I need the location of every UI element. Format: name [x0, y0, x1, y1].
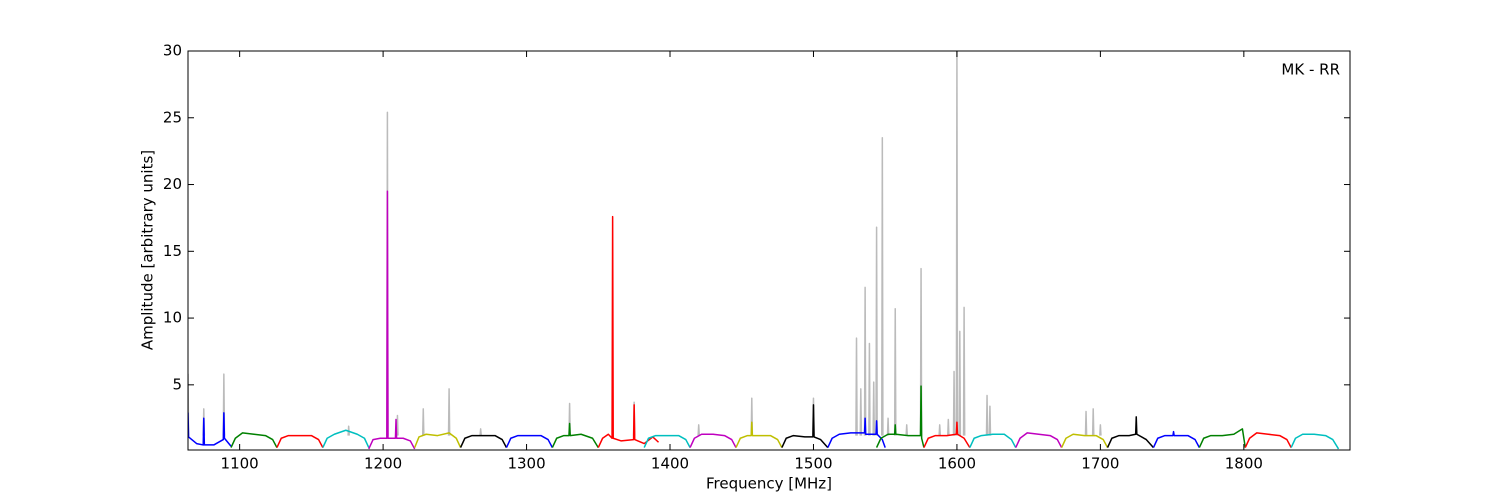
x-tick-label: 1100 — [221, 455, 259, 473]
x-tick-label: 1700 — [1081, 455, 1119, 473]
series-line — [413, 432, 462, 448]
series-line — [551, 422, 599, 448]
series-line — [1290, 433, 1340, 450]
series-line — [689, 433, 737, 448]
series-line — [230, 432, 278, 448]
y-axis-label: Amplitude [arbitrary units] — [139, 150, 157, 350]
series-line — [969, 433, 1017, 448]
series-line — [643, 434, 691, 448]
series-line — [447, 388, 451, 436]
y-tick-label: 20 — [163, 175, 182, 193]
series-line — [923, 421, 971, 448]
series-line — [886, 417, 890, 436]
series-line — [1198, 428, 1247, 448]
series-line — [597, 215, 660, 448]
series-line — [905, 424, 909, 436]
series-line — [827, 417, 886, 448]
x-tick-label: 1600 — [938, 455, 976, 473]
series-line — [955, 51, 959, 436]
y-tick-label: 15 — [163, 242, 182, 260]
y-tick-label: 30 — [163, 42, 182, 60]
series-line — [505, 434, 554, 448]
series-line — [893, 307, 897, 436]
series-line — [875, 226, 878, 436]
series-line — [735, 421, 783, 448]
series-line — [1091, 408, 1095, 436]
series-line — [781, 404, 829, 449]
series-line — [188, 412, 232, 447]
series-line — [479, 428, 482, 436]
series-line — [938, 424, 942, 436]
series-line — [459, 434, 508, 448]
series-line — [919, 267, 923, 436]
series-line — [868, 342, 871, 436]
plot-lines — [188, 51, 1340, 450]
series-line — [988, 405, 992, 436]
series-line — [875, 385, 925, 448]
series-line — [863, 286, 867, 436]
x-tick-label: 1200 — [364, 455, 402, 473]
x-tick-label: 1500 — [794, 455, 832, 473]
x-tick-label: 1400 — [651, 455, 689, 473]
series-line — [396, 414, 399, 436]
plot-frame — [187, 50, 1351, 451]
plot-background — [188, 51, 1350, 450]
series-line — [347, 425, 350, 436]
series-line — [952, 370, 956, 436]
y-tick-label: 25 — [163, 108, 182, 126]
series-line — [947, 418, 950, 436]
x-axis-label: Frequency [MHz] — [706, 475, 832, 493]
series-line — [859, 388, 863, 436]
series-line — [697, 424, 701, 436]
series-line — [421, 408, 425, 436]
series-line — [855, 337, 858, 436]
series-line — [1084, 410, 1088, 436]
y-tick-label: 5 — [172, 375, 182, 393]
series-line — [872, 381, 876, 436]
series-line — [962, 306, 966, 436]
series-line — [1060, 433, 1109, 448]
series-line — [276, 434, 324, 448]
series-line — [1152, 430, 1201, 448]
series-line — [881, 137, 884, 436]
x-tick-label: 1800 — [1225, 455, 1263, 473]
series-line — [322, 429, 370, 448]
annotation: MK - RR — [1281, 61, 1340, 79]
series-line — [985, 394, 989, 436]
series-line — [1099, 424, 1102, 436]
series-line — [1244, 432, 1292, 448]
series-line — [368, 190, 416, 450]
series-line — [958, 330, 962, 436]
x-tick-label: 1300 — [507, 455, 545, 473]
series-line — [1015, 432, 1063, 448]
y-tick-label: 10 — [163, 309, 182, 327]
series-line — [1106, 416, 1155, 449]
